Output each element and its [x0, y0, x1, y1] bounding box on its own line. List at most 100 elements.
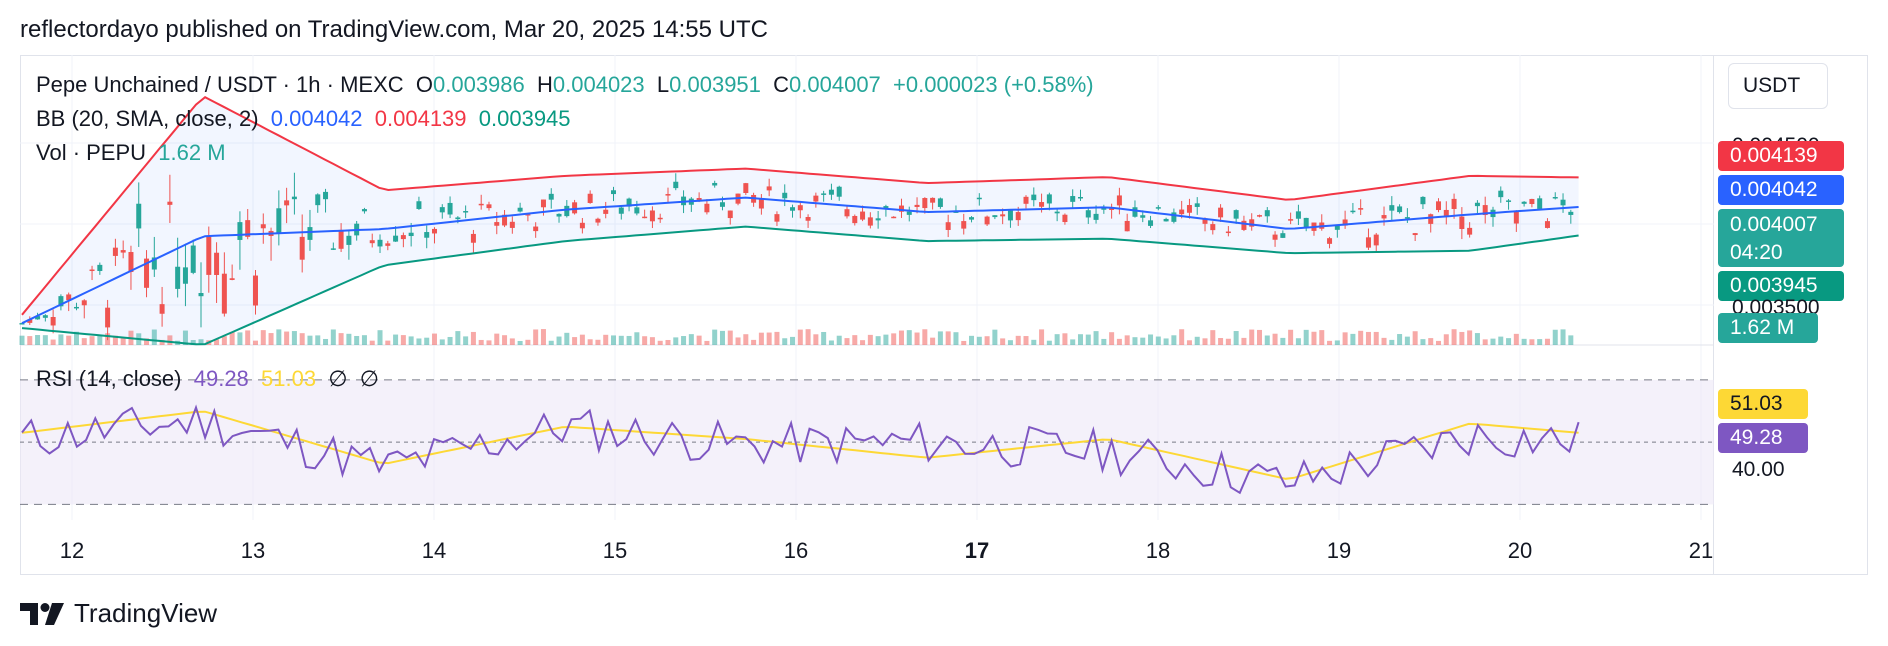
- volume-bar: [81, 338, 87, 345]
- candle-body: [214, 252, 220, 275]
- volume-bar: [509, 338, 515, 345]
- volume-bar: [790, 336, 796, 345]
- candle-body: [198, 293, 204, 297]
- volume-bar: [463, 336, 469, 345]
- candle-body: [159, 304, 165, 314]
- candle-body: [50, 316, 56, 326]
- volume-bar: [766, 332, 772, 345]
- candle-body: [517, 207, 523, 212]
- candle-body: [58, 296, 64, 307]
- candle-body: [424, 232, 430, 238]
- candle-body: [1451, 198, 1457, 209]
- low-value: 0.003951: [669, 72, 761, 97]
- candle-body: [875, 218, 881, 221]
- candle-body: [743, 183, 749, 193]
- volume-bar: [377, 330, 383, 345]
- candle-body: [642, 216, 648, 219]
- time-axis-tick: 15: [602, 538, 628, 563]
- volume-bar: [1436, 340, 1442, 345]
- volume-bar: [945, 331, 951, 345]
- volume-bar: [1544, 338, 1550, 345]
- candle-body: [572, 202, 578, 214]
- candle-body: [1521, 201, 1527, 204]
- volume-bar: [1474, 333, 1480, 345]
- candle-body: [1381, 215, 1387, 219]
- candle-body: [665, 194, 671, 196]
- candle-body: [626, 198, 632, 207]
- candle-body: [151, 257, 157, 270]
- volume-bar: [688, 334, 694, 345]
- volume-bar: [727, 330, 733, 345]
- volume-tag: 1.62 M: [1718, 313, 1818, 343]
- candle-body: [1365, 237, 1371, 248]
- volume-bar: [1428, 338, 1434, 345]
- volume-bar: [478, 339, 484, 345]
- volume-bar: [284, 331, 290, 345]
- candle-body: [1085, 210, 1091, 218]
- volume-bar: [354, 335, 360, 345]
- bb-lower-value: 0.003945: [478, 106, 571, 131]
- candle-body: [19, 323, 25, 325]
- volume-bar: [1498, 336, 1504, 345]
- close-value: 0.004007: [789, 72, 881, 97]
- volume-bar: [657, 340, 663, 345]
- volume-bar: [120, 338, 126, 345]
- volume-bar: [50, 339, 56, 345]
- candle-body: [1124, 220, 1130, 232]
- volume-bar: [1116, 338, 1122, 345]
- candle-body: [463, 211, 469, 213]
- volume-bar: [930, 337, 936, 345]
- volume-bar: [719, 330, 725, 345]
- candle-body: [1529, 198, 1535, 205]
- volume-bar: [1070, 339, 1076, 345]
- volume-bar: [525, 339, 531, 345]
- volume-bar: [260, 330, 266, 345]
- volume-bar: [1124, 335, 1130, 345]
- rsi-na-1: ∅: [328, 366, 348, 391]
- volume-bar: [1451, 329, 1457, 345]
- volume-bar: [502, 335, 508, 345]
- candle-body: [618, 207, 624, 214]
- volume-bar: [782, 338, 788, 345]
- volume-bar: [361, 335, 367, 345]
- currency-selector[interactable]: USDT: [1728, 63, 1828, 109]
- tradingview-logo[interactable]: TradingView: [20, 598, 217, 629]
- chart-pane-frame: [20, 55, 1714, 575]
- candle-body: [805, 217, 811, 221]
- time-axis-tick: 12: [59, 538, 85, 563]
- volume-bar: [323, 338, 329, 345]
- volume-bar: [1249, 329, 1255, 345]
- candle-body: [1373, 234, 1379, 246]
- volume-bar: [1288, 329, 1294, 345]
- volume-label: Vol · PEPU: [36, 140, 147, 165]
- volume-bar: [182, 330, 188, 345]
- volume-bar: [89, 336, 95, 345]
- volume-bar: [743, 334, 749, 345]
- candle-body: [1155, 207, 1161, 209]
- candle-body: [719, 202, 725, 207]
- candle-body: [1046, 194, 1052, 204]
- candle-body: [237, 222, 243, 240]
- volume-bar: [1358, 330, 1364, 345]
- candle-body: [1202, 218, 1208, 224]
- volume-bar: [1342, 332, 1348, 345]
- volume-bar: [1280, 337, 1286, 345]
- candle-body: [1194, 203, 1200, 207]
- candle-body: [494, 222, 500, 226]
- volume-bar: [439, 339, 445, 345]
- candle-body: [1148, 220, 1154, 226]
- candle-body: [1498, 190, 1504, 198]
- volume-bar: [1140, 337, 1146, 345]
- candle-body: [556, 213, 562, 217]
- candle-body: [603, 209, 609, 214]
- time-axis-tick: 18: [1145, 538, 1171, 563]
- candle-body: [587, 193, 593, 203]
- candle-body: [860, 211, 866, 220]
- volume-bar: [1054, 334, 1060, 345]
- candle-body: [1358, 208, 1364, 210]
- time-axis-tick: 16: [783, 538, 809, 563]
- volume-bar: [1529, 339, 1535, 345]
- volume-bar: [1179, 329, 1185, 345]
- candle-body: [1436, 201, 1442, 211]
